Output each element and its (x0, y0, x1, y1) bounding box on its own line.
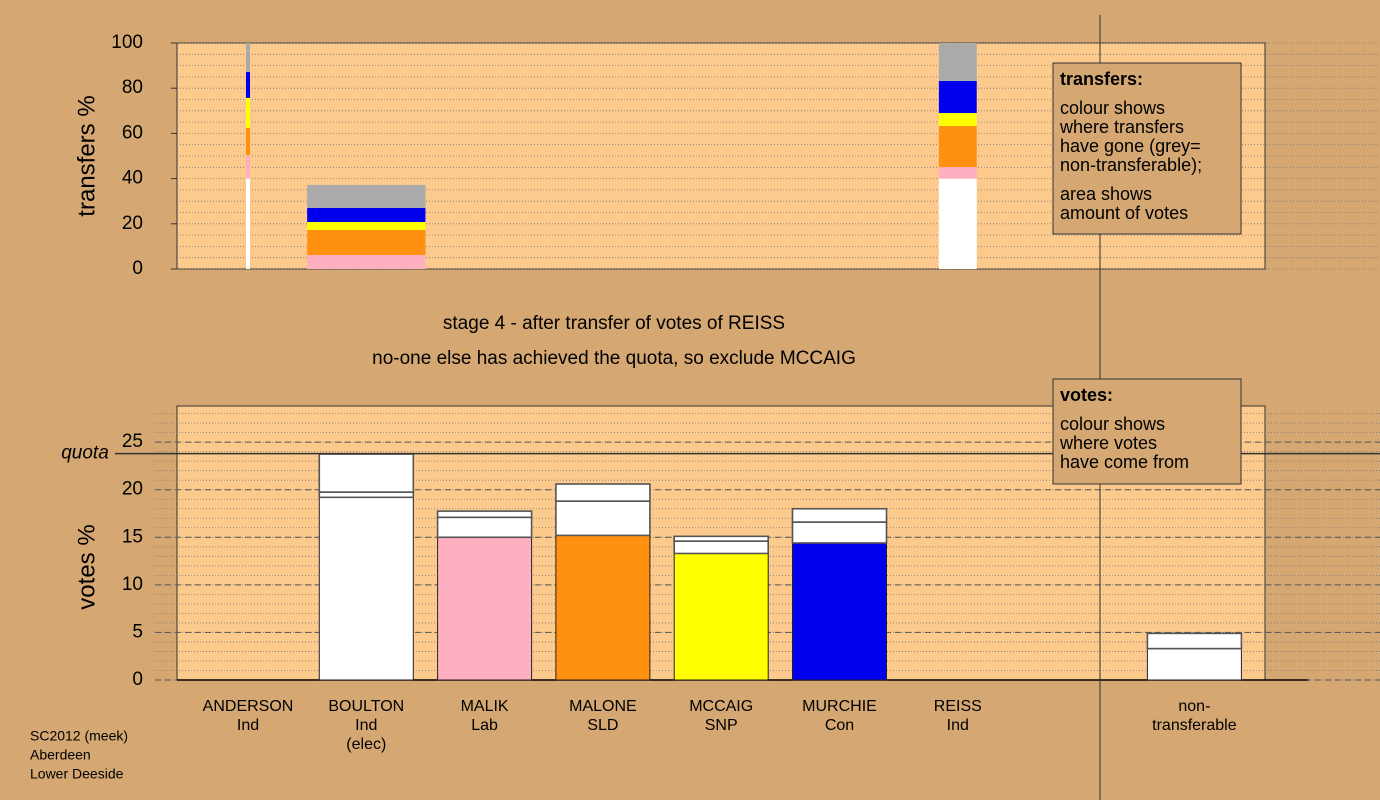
transfer-segment (245, 178, 251, 269)
vote-segment (318, 453, 415, 493)
vote-segment (673, 552, 769, 681)
y-tick-label: 40 (122, 168, 143, 189)
footer-text: Aberdeen (30, 747, 91, 763)
vote-segment (1146, 632, 1243, 650)
transfer-segment (938, 113, 977, 126)
transfer-segment (307, 229, 426, 255)
x-tick-label: BOULTON (328, 698, 404, 715)
transfer-segment (938, 43, 977, 81)
x-tick-label: Lab (471, 717, 498, 734)
y-tick-label: 10 (122, 574, 143, 595)
x-tick-label: REISS (934, 698, 982, 715)
vote-segment (791, 507, 888, 523)
transfer-segment (307, 221, 426, 230)
x-tick-label: SNP (705, 717, 738, 734)
vote-segment (673, 535, 770, 542)
transfer-segment (938, 80, 977, 114)
transfer-segment (245, 71, 251, 98)
note-line: where transfers (1059, 117, 1184, 137)
y-tick-label: 15 (122, 526, 143, 547)
vote-segment (673, 540, 770, 555)
y-axis-label: transfers % (73, 95, 100, 216)
x-tick-label: non- (1178, 698, 1210, 715)
vote-segment (792, 542, 887, 681)
transfer-segment (307, 184, 426, 208)
note-line: amount of votes (1060, 203, 1188, 223)
note-title: transfers: (1060, 69, 1143, 89)
transfer-segment (307, 254, 426, 269)
x-tick-label: Con (825, 717, 854, 734)
caption: no-one else has achieved the quota, so e… (372, 348, 856, 369)
y-tick-label: 80 (122, 77, 143, 98)
x-tick-label: Ind (237, 717, 259, 734)
vote-segment (791, 521, 888, 544)
vote-segment (555, 500, 651, 537)
note-line: colour shows (1060, 98, 1165, 118)
note-line: non-transferable); (1060, 155, 1202, 175)
note-title: votes: (1060, 385, 1113, 405)
x-tick-label: transferable (1152, 717, 1237, 734)
y-tick-label: 25 (122, 431, 143, 452)
x-tick-label: MCCAIG (689, 698, 753, 715)
note-box (1052, 62, 1242, 235)
transfer-segment (245, 97, 251, 128)
note-box (1052, 378, 1242, 485)
transfer-segment (938, 167, 977, 179)
caption: stage 4 - after transfer of votes of REI… (443, 313, 785, 334)
note-line: have come from (1060, 452, 1189, 472)
transfer-segment (245, 43, 251, 72)
x-tick-label: MALONE (569, 698, 637, 715)
vote-segment (318, 496, 414, 681)
vote-segment (555, 534, 651, 681)
note-line: colour shows (1060, 414, 1165, 434)
y-axis-label: votes % (73, 524, 100, 609)
x-tick-label: MALIK (461, 698, 509, 715)
transfer-segment (245, 127, 251, 156)
y-tick-label: 0 (132, 258, 143, 279)
x-tick-label: Ind (947, 717, 969, 734)
vote-segment (1146, 648, 1242, 681)
y-tick-label: 20 (122, 213, 143, 234)
note-line: area shows (1060, 184, 1152, 204)
y-tick-label: 0 (132, 669, 143, 690)
transfer-segment (245, 155, 251, 179)
x-tick-label: ANDERSON (203, 698, 294, 715)
transfer-segment (307, 207, 426, 222)
quota-label: quota (61, 443, 109, 464)
transfer-segment (938, 178, 977, 269)
note-line: have gone (grey= (1060, 136, 1201, 156)
vote-segment (436, 510, 533, 519)
footer-text: Lower Deeside (30, 766, 124, 782)
vote-segment (555, 483, 651, 502)
y-tick-label: 60 (122, 122, 143, 143)
y-tick-label: 20 (122, 479, 143, 500)
x-tick-label: SLD (587, 717, 618, 734)
x-tick-label: Ind (355, 717, 377, 734)
y-tick-label: 100 (111, 32, 143, 53)
y-tick-label: 5 (132, 621, 143, 642)
x-tick-label: MURCHIE (802, 698, 877, 715)
footer-text: SC2012 (meek) (30, 728, 128, 744)
vote-segment (436, 516, 533, 539)
transfer-segment (938, 125, 977, 168)
vote-segment (437, 536, 533, 681)
x-tick-label: (elec) (346, 736, 386, 753)
note-line: where votes (1059, 433, 1157, 453)
